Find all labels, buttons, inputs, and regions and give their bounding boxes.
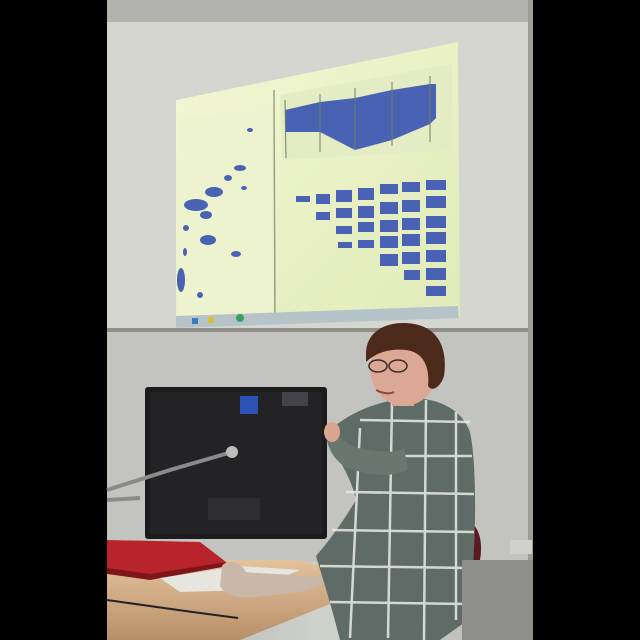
- taskbar-icon-1: [192, 318, 198, 324]
- parallel-axes: [284, 76, 431, 159]
- presenter: [316, 323, 476, 640]
- microphone-head: [226, 446, 238, 458]
- wall-edge: [528, 0, 533, 560]
- screen-bottom-bar: [107, 328, 532, 332]
- computer-monitor-back: [145, 387, 327, 539]
- ceiling-edge: [107, 0, 533, 22]
- right-floor: [462, 560, 533, 640]
- parallel-chart-bands: [285, 84, 436, 150]
- presenter-hair: [366, 323, 445, 389]
- taskbar-icon-3: [236, 314, 244, 322]
- glasses: [368, 359, 408, 373]
- taskbar-icon-2: [208, 317, 214, 323]
- desk-cable: [106, 599, 239, 619]
- mouth: [375, 389, 395, 395]
- microphone-stand: [106, 450, 233, 502]
- map-panel: [178, 104, 273, 326]
- presenter-hand: [324, 422, 340, 442]
- wall-socket: [510, 540, 532, 554]
- cable-blue: [240, 396, 258, 414]
- panel-divider: [273, 89, 276, 323]
- small-multiples: [296, 180, 446, 296]
- projected-visualization-software: [176, 42, 460, 328]
- projected-taskbar: [176, 306, 459, 328]
- map-blobs: [177, 128, 253, 298]
- cloth-bag: [220, 562, 327, 598]
- red-laptop: [107, 540, 228, 580]
